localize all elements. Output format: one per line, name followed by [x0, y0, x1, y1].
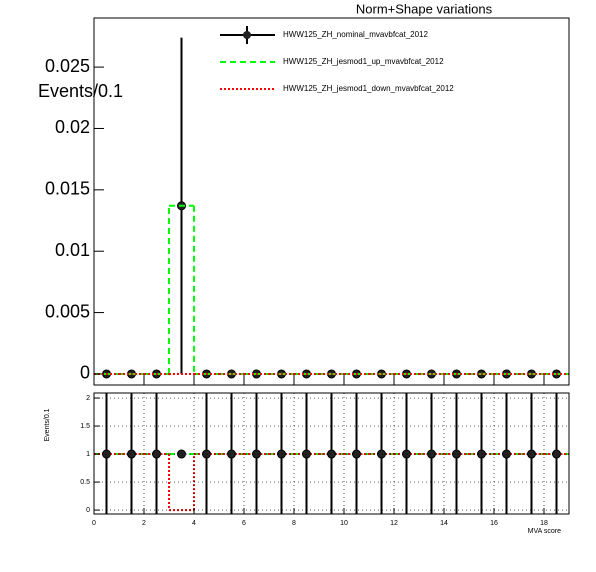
x-tick-label: 14: [440, 520, 448, 527]
y-tick-label: 0.005: [45, 301, 90, 321]
x-tick-label: 12: [390, 520, 398, 527]
frame: [93, 392, 570, 515]
x-tick-label: 4: [192, 520, 196, 527]
marker: [477, 449, 486, 459]
marker: [377, 449, 386, 459]
legend-label: HWW125_ZH_jesmod1_down_mvavbfcat_2012: [283, 84, 454, 93]
x-tick-label: 6: [242, 520, 246, 527]
marker: [152, 449, 161, 459]
plot-area: [94, 37, 569, 379]
marker: [177, 449, 186, 459]
x-axis-title: MVA score: [528, 528, 561, 535]
y-tick-label: 1.5: [80, 423, 90, 430]
x-tick-label: 18: [540, 520, 548, 527]
y-tick-label: 0.015: [45, 179, 90, 199]
x-tick-label: 2: [142, 520, 146, 527]
marker: [277, 449, 286, 459]
x-tick-label: 0: [92, 520, 96, 527]
x-tick-label: 10: [340, 520, 348, 527]
marker: [352, 449, 361, 459]
frame: [93, 17, 570, 386]
y-tick-label: 2: [86, 395, 90, 402]
y-tick-label: 0.02: [55, 117, 90, 137]
x-tick-label: 16: [490, 520, 498, 527]
y-tick-label: 0: [80, 363, 90, 383]
y-tick-label: 0.01: [55, 240, 90, 260]
marker: [552, 449, 561, 459]
y-tick-label: 0.5: [80, 479, 90, 486]
marker: [327, 449, 336, 459]
legend-label: HWW125_ZH_jesmod1_up_mvavbfcat_2012: [283, 57, 444, 66]
y-tick-label: 0: [86, 507, 90, 514]
chart-title: Norm+Shape variations: [356, 1, 493, 16]
y-tick-label: 1: [86, 451, 90, 458]
marker: [227, 449, 236, 459]
marker: [427, 449, 436, 459]
marker: [452, 449, 461, 459]
marker: [127, 449, 136, 459]
legend-label: HWW125_ZH_nominal_mvavbfcat_2012: [283, 30, 429, 39]
marker: [527, 449, 536, 459]
y-axis-title: Events/0.1: [38, 81, 123, 101]
y-tick-label: 0.025: [45, 56, 90, 76]
x-tick-label: 8: [292, 520, 296, 527]
legend-swatch: [243, 31, 251, 39]
plot-area: [94, 393, 569, 514]
y-axis-title: Events/0.1: [44, 408, 51, 441]
marker: [252, 449, 261, 459]
